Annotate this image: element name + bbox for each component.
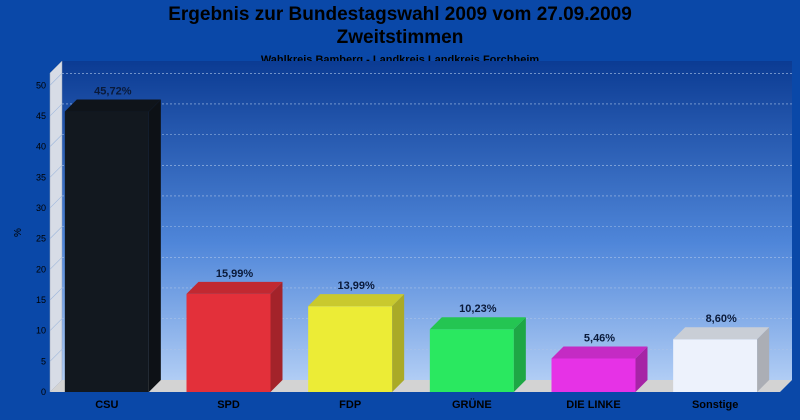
bar-front: [64, 111, 149, 392]
y-tick-label: 50: [36, 80, 46, 90]
bar: [429, 317, 526, 392]
grid-tick-wall: [49, 165, 63, 178]
y-tick-label: 20: [36, 264, 46, 274]
bar: [186, 281, 283, 392]
y-tick-label: 10: [36, 326, 46, 336]
bar-front: [429, 329, 514, 392]
bar-side: [148, 99, 161, 392]
y-tick-label: 0: [41, 387, 46, 397]
y-axis-label: %: [13, 228, 24, 237]
bar-side: [392, 294, 405, 392]
y-tick-label: 15: [36, 295, 46, 305]
bar-side: [513, 317, 526, 392]
grid-tick-wall: [49, 134, 63, 147]
bar: [64, 99, 161, 392]
grid-tick-wall: [49, 349, 63, 362]
x-tick-label: FDP: [339, 399, 361, 411]
data-label: 8,60%: [706, 313, 737, 325]
bar-side: [635, 346, 648, 392]
bar: [551, 346, 648, 392]
y-tick-label: 25: [36, 234, 46, 244]
y-tick-label: 35: [36, 172, 46, 182]
bar-top: [673, 327, 770, 340]
y-tick-label: 40: [36, 142, 46, 152]
grid-tick-wall: [49, 195, 63, 209]
grid-tick-wall: [49, 287, 63, 301]
bar-front: [551, 358, 636, 392]
grid-tick-wall: [49, 257, 63, 270]
bar-front: [673, 339, 758, 392]
data-label: 45,72%: [94, 86, 132, 98]
bar: [308, 294, 405, 392]
x-tick-label: Sonstige: [692, 399, 738, 411]
bar: [673, 327, 770, 392]
bar-front: [186, 293, 271, 392]
bar-top: [429, 317, 526, 330]
bar-front: [308, 306, 393, 392]
left-wall: [49, 60, 63, 393]
grid-tick-wall: [49, 103, 63, 117]
x-tick-label: SPD: [217, 399, 240, 411]
data-label: 5,46%: [584, 333, 615, 345]
data-label: 15,99%: [216, 268, 254, 280]
y-tick-label: 5: [41, 356, 46, 366]
grid-tick-wall: [49, 73, 63, 86]
bar-top: [551, 346, 648, 359]
grid-tick-wall: [49, 318, 63, 331]
x-tick-label: DIE LINKE: [566, 399, 620, 411]
bar-top: [186, 281, 283, 294]
grid-tick-wall: [49, 226, 63, 239]
bar-top: [308, 294, 405, 307]
data-label: 13,99%: [338, 280, 376, 292]
y-tick-label: 30: [36, 203, 46, 213]
bar-side: [270, 281, 283, 392]
x-tick-label: GRÜNE: [452, 398, 492, 411]
x-tick-label: CSU: [95, 399, 118, 411]
chart-title: Ergebnis zur Bundestagswahl 2009 vom 27.…: [168, 4, 632, 25]
bar-side: [757, 327, 770, 392]
chart-title-line2: Zweitstimmen: [336, 27, 464, 48]
data-label: 10,23%: [459, 303, 497, 315]
y-tick-label: 45: [36, 111, 46, 121]
bar-top: [64, 99, 161, 112]
